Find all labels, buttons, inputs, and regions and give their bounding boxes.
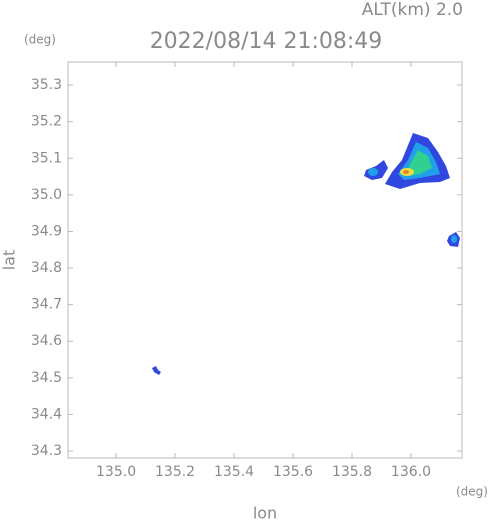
echo	[451, 235, 457, 243]
y-tick-label: 35.2	[31, 114, 62, 130]
y-tick-label: 35.0	[31, 187, 62, 203]
y-axis-label: lat	[0, 250, 19, 271]
y-tick-label: 34.9	[31, 223, 62, 239]
y-unit: (deg)	[24, 33, 56, 47]
y-tick-label: 34.8	[31, 260, 62, 276]
x-tick-label: 136.0	[391, 464, 431, 480]
x-tick-label: 135.4	[214, 464, 254, 480]
y-tick-label: 34.5	[31, 370, 62, 386]
y-tick-label: 34.7	[31, 297, 62, 313]
plot-frame	[67, 61, 463, 459]
echo	[403, 170, 409, 174]
x-axis-label: lon	[253, 504, 277, 521]
echo	[368, 168, 378, 176]
x-tick-label: 135.0	[96, 464, 136, 480]
x-tick-label: 135.2	[155, 464, 195, 480]
y-tick-label: 34.4	[31, 406, 62, 422]
y-tick-label: 35.1	[31, 150, 62, 166]
x-tick-label: 135.6	[273, 464, 313, 480]
y-tick-label: 34.3	[31, 443, 62, 459]
echo	[152, 366, 161, 375]
radar-echoes	[152, 133, 460, 375]
chart-title: 2022/08/14 21:08:49	[150, 29, 383, 54]
x-tick-label: 135.8	[332, 464, 372, 480]
y-tick-label: 34.6	[31, 333, 62, 349]
x-unit: (deg)	[456, 485, 488, 499]
altitude-label: ALT(km) 2.0	[362, 0, 463, 20]
echo	[406, 150, 432, 176]
y-tick-label: 35.3	[31, 77, 62, 93]
